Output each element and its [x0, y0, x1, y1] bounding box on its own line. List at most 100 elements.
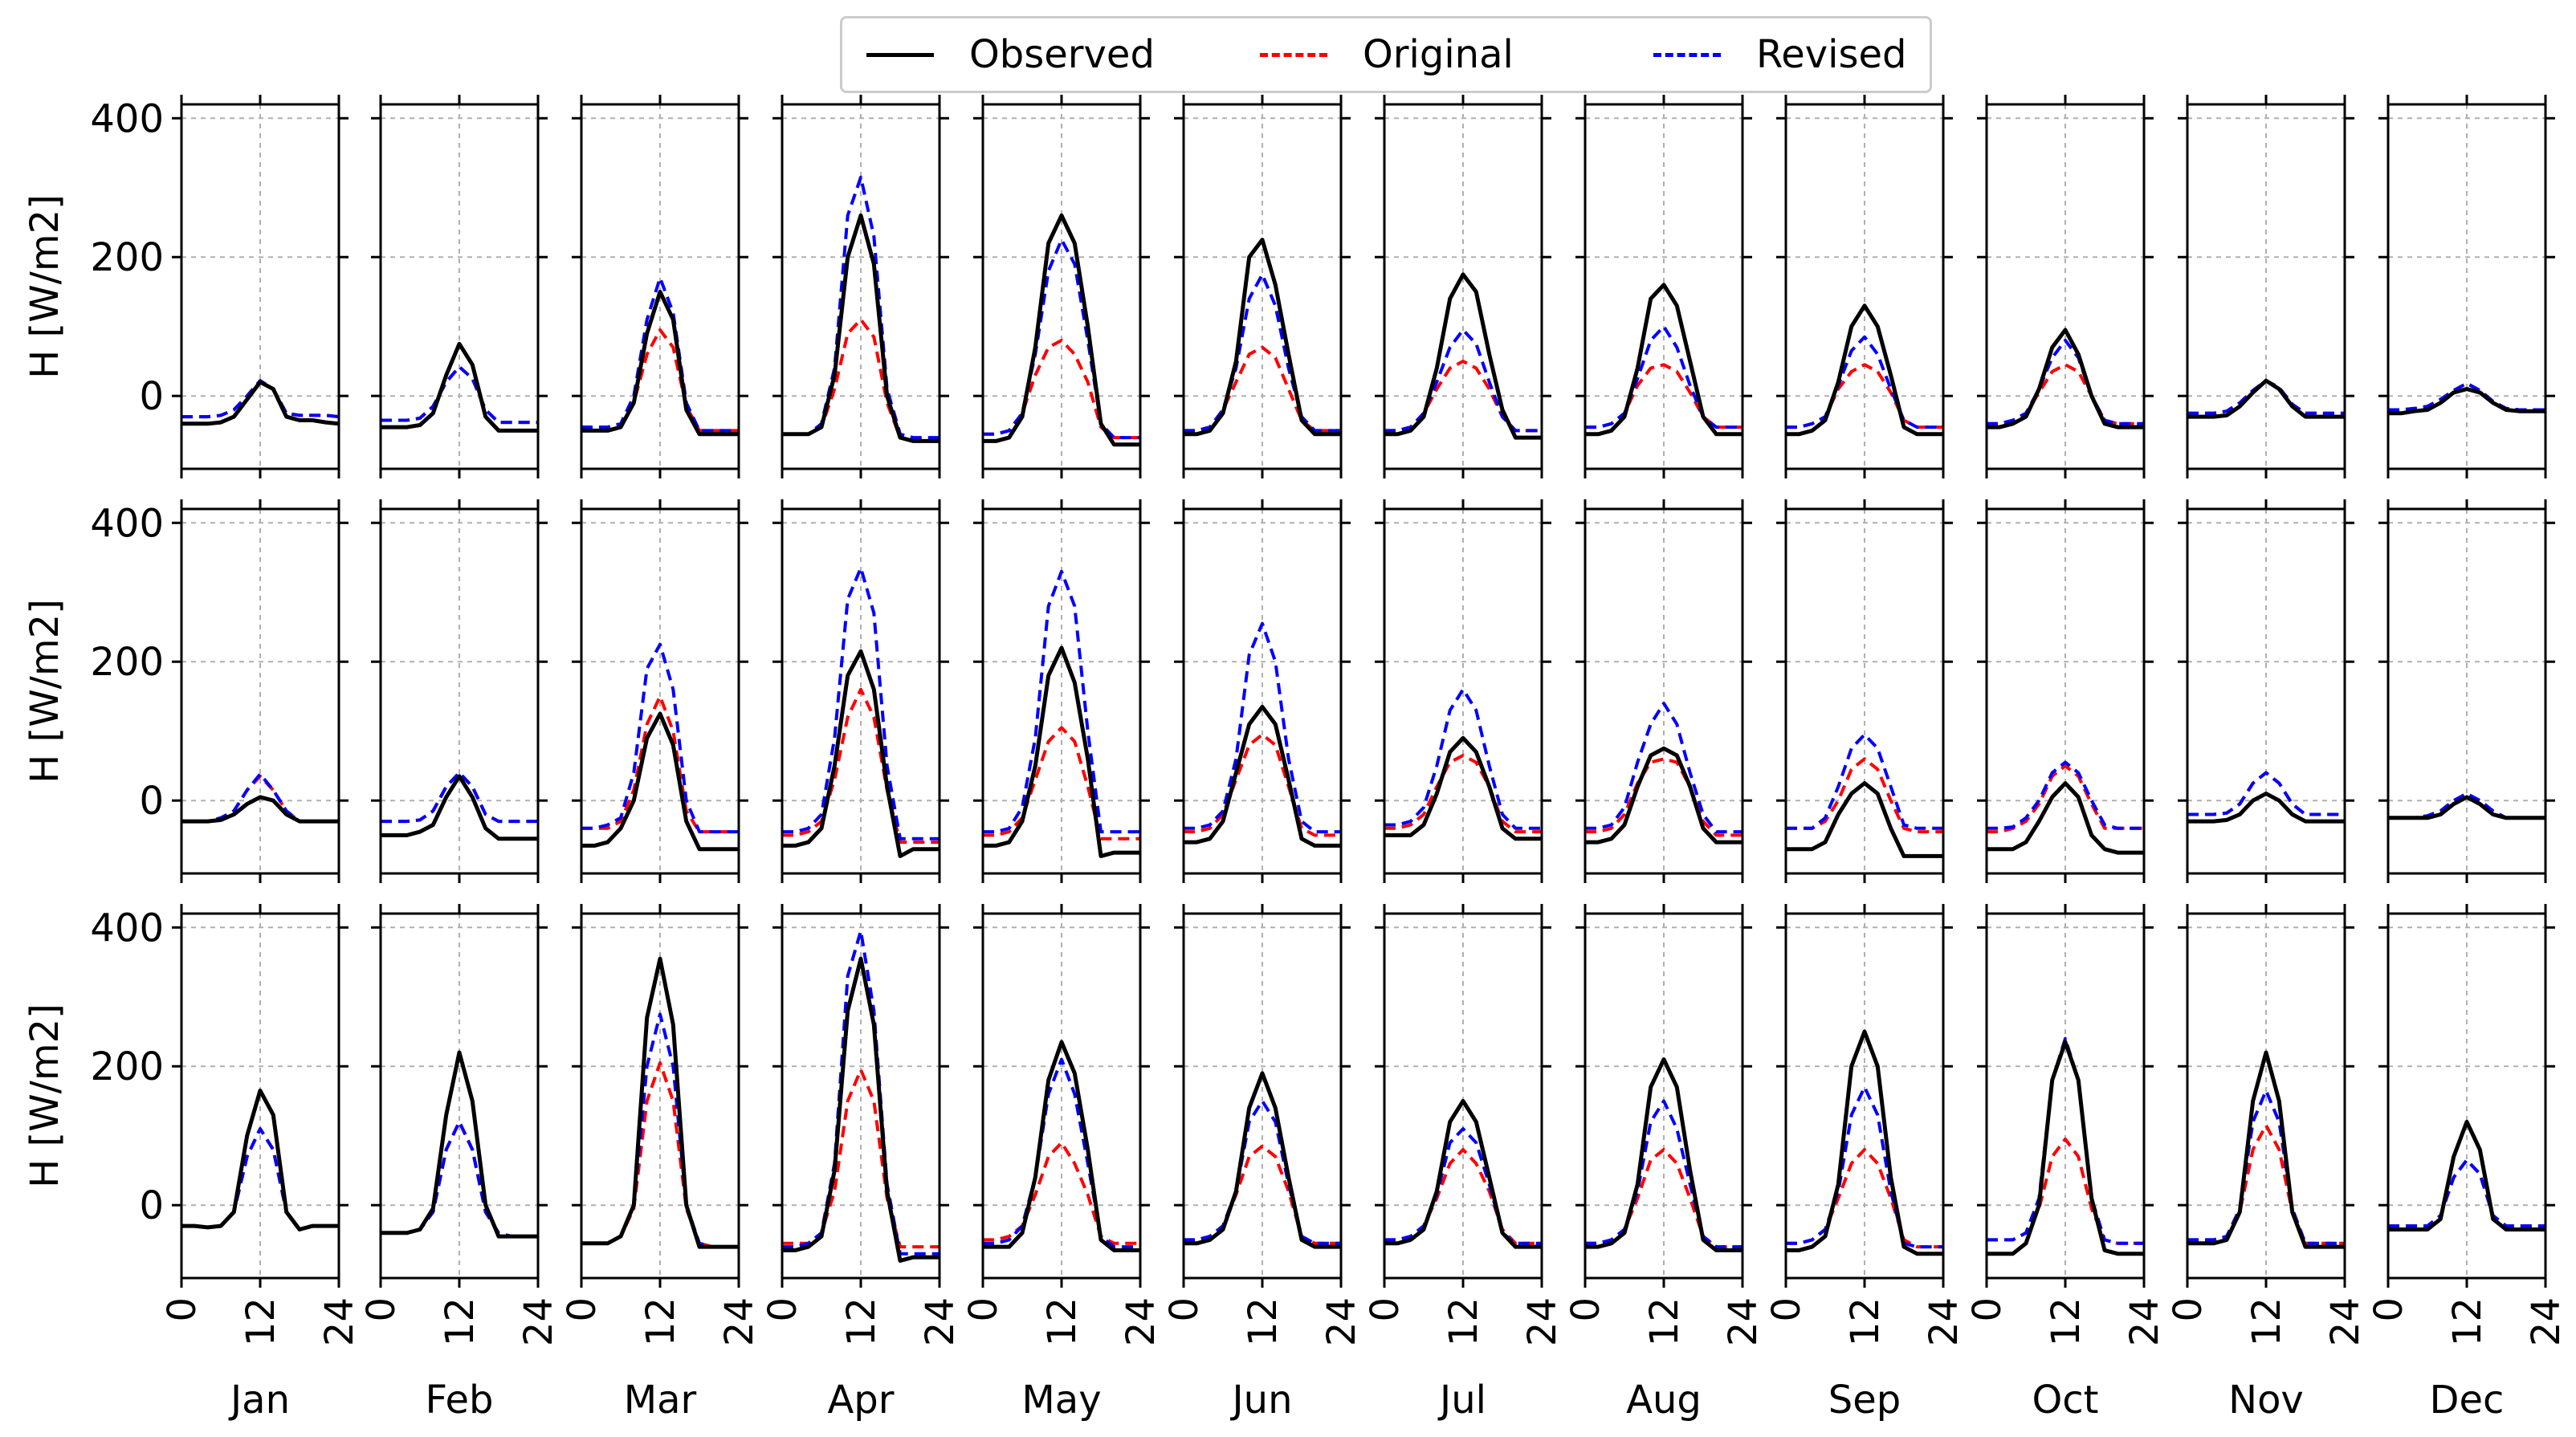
- x-tick-label: 0: [359, 1297, 404, 1322]
- series-line-revised-jun-row1: [1184, 272, 1341, 433]
- x-tick-label: 24: [1721, 1297, 1766, 1346]
- series-line-observed-aug-row1: [1585, 283, 1742, 437]
- month-label-aug: Aug: [1626, 1378, 1702, 1423]
- series-line-observed-jul-row2: [1384, 735, 1542, 841]
- x-tick-label: 0: [1363, 1297, 1408, 1322]
- series-line-revised-jul-row2: [1384, 687, 1542, 830]
- x-tick-label: 24: [717, 1297, 762, 1346]
- series-line-observed-nov-row1: [2187, 378, 2345, 419]
- series-line-observed-apr-row2: [782, 649, 940, 858]
- series-line-observed-mar-row2: [581, 711, 739, 852]
- series-line-observed-jan-row3: [181, 1089, 339, 1231]
- x-tick-label: 12: [2244, 1297, 2289, 1346]
- y-tick-label: 200: [90, 235, 164, 280]
- series-line-revised-apr-row2: [782, 566, 940, 841]
- series-line-revised-oct-row3: [1987, 1036, 2144, 1245]
- x-tick-label: 0: [160, 1297, 205, 1322]
- series-line-observed-feb-row2: [381, 774, 538, 841]
- x-tick-label: 12: [1040, 1297, 1085, 1346]
- series-line-observed-apr-row3: [782, 956, 940, 1263]
- x-tick-label: 24: [317, 1297, 362, 1346]
- x-tick-label: 12: [839, 1297, 884, 1346]
- legend-swatch-revised: [1653, 52, 1721, 57]
- legend: Observed Original Revised: [840, 16, 1932, 93]
- series-line-revised-jul-row3: [1384, 1127, 1542, 1245]
- series-line-observed-jul-row3: [1384, 1099, 1542, 1249]
- legend-label-observed: Observed: [969, 32, 1155, 77]
- series-line-observed-mar-row3: [581, 956, 739, 1249]
- x-tick-label: 24: [2323, 1297, 2368, 1346]
- series-line-revised-sep-row3: [1786, 1085, 1943, 1249]
- series-line-revised-oct-row1: [1987, 339, 2144, 425]
- x-tick-label: 24: [918, 1297, 963, 1346]
- series-line-observed-aug-row3: [1585, 1057, 1742, 1252]
- series-line-observed-aug-row2: [1585, 746, 1742, 845]
- x-tick-label: 12: [1241, 1297, 1286, 1346]
- series-line-observed-dec-row2: [2388, 795, 2545, 820]
- series-line-observed-jun-row3: [1184, 1071, 1341, 1249]
- x-tick-label: 24: [1520, 1297, 1565, 1346]
- y-tick-label: 200: [90, 640, 164, 685]
- series-line-original-may-row3: [983, 1141, 1140, 1245]
- x-tick-label: 0: [961, 1297, 1006, 1322]
- x-tick-label: 0: [760, 1297, 805, 1322]
- legend-item-revised: Revised: [1653, 18, 1906, 91]
- y-axis-label: H [W/m2]: [22, 194, 67, 379]
- y-tick-label: 0: [139, 1183, 164, 1228]
- x-tick-label: 0: [2366, 1297, 2411, 1322]
- series-line-observed-dec-row3: [2388, 1119, 2545, 1231]
- x-tick-label: 24: [516, 1297, 561, 1346]
- series-line-observed-nov-row2: [2187, 792, 2345, 824]
- y-tick-label: 400: [90, 501, 164, 546]
- series-line-original-jun-row2: [1184, 733, 1341, 837]
- series-line-observed-jul-row1: [1384, 272, 1542, 440]
- series-line-revised-mar-row1: [581, 276, 739, 433]
- series-line-observed-mar-row1: [581, 290, 739, 437]
- x-tick-label: 0: [560, 1297, 605, 1322]
- series-line-original-jun-row1: [1184, 345, 1341, 433]
- series-line-original-jul-row2: [1384, 754, 1542, 834]
- month-label-oct: Oct: [2032, 1378, 2099, 1423]
- x-tick-label: 0: [1162, 1297, 1207, 1322]
- series-line-observed-sep-row3: [1786, 1029, 1943, 1256]
- series-line-revised-jul-row1: [1384, 328, 1542, 433]
- legend-swatch-original: [1260, 52, 1327, 57]
- x-tick-label: 24: [1922, 1297, 1967, 1346]
- x-tick-label: 12: [438, 1297, 483, 1346]
- series-line-revised-oct-row2: [1987, 760, 2144, 830]
- x-tick-label: 0: [1764, 1297, 1809, 1322]
- x-tick-label: 12: [1441, 1297, 1486, 1346]
- month-label-nov: Nov: [2228, 1378, 2304, 1423]
- series-line-observed-jun-row1: [1184, 238, 1341, 437]
- series-line-observed-feb-row3: [381, 1050, 538, 1239]
- y-tick-label: 0: [139, 779, 164, 824]
- series-line-observed-may-row2: [983, 645, 1140, 858]
- x-tick-label: 12: [2445, 1297, 2490, 1346]
- series-line-observed-sep-row2: [1786, 781, 1943, 858]
- series-line-observed-oct-row3: [1987, 1040, 2144, 1256]
- x-tick-label: 24: [2524, 1297, 2569, 1346]
- series-line-observed-oct-row2: [1987, 781, 2144, 855]
- series-line-observed-jun-row2: [1184, 705, 1341, 848]
- series-line-revised-may-row3: [983, 1057, 1140, 1249]
- x-tick-label: 24: [2122, 1297, 2167, 1346]
- series-line-observed-sep-row1: [1786, 303, 1943, 437]
- y-tick-label: 0: [139, 374, 164, 419]
- series-line-revised-mar-row2: [581, 642, 739, 834]
- month-label-feb: Feb: [426, 1378, 494, 1423]
- series-line-revised-sep-row2: [1786, 733, 1943, 830]
- x-tick-label: 12: [238, 1297, 283, 1346]
- series-line-revised-feb-row2: [381, 771, 538, 824]
- legend-item-original: Original: [1260, 18, 1514, 91]
- month-label-jun: Jun: [1230, 1378, 1293, 1423]
- series-line-original-apr-row2: [782, 687, 940, 845]
- series-line-revised-may-row2: [983, 569, 1140, 834]
- series-line-revised-feb-row1: [381, 364, 538, 425]
- legend-label-original: Original: [1363, 32, 1514, 77]
- y-axis-label: H [W/m2]: [22, 1003, 67, 1188]
- series-line-observed-nov-row3: [2187, 1050, 2345, 1249]
- series-line-revised-jun-row2: [1184, 621, 1341, 834]
- y-tick-label: 200: [90, 1044, 164, 1089]
- series-line-original-may-row2: [983, 726, 1140, 841]
